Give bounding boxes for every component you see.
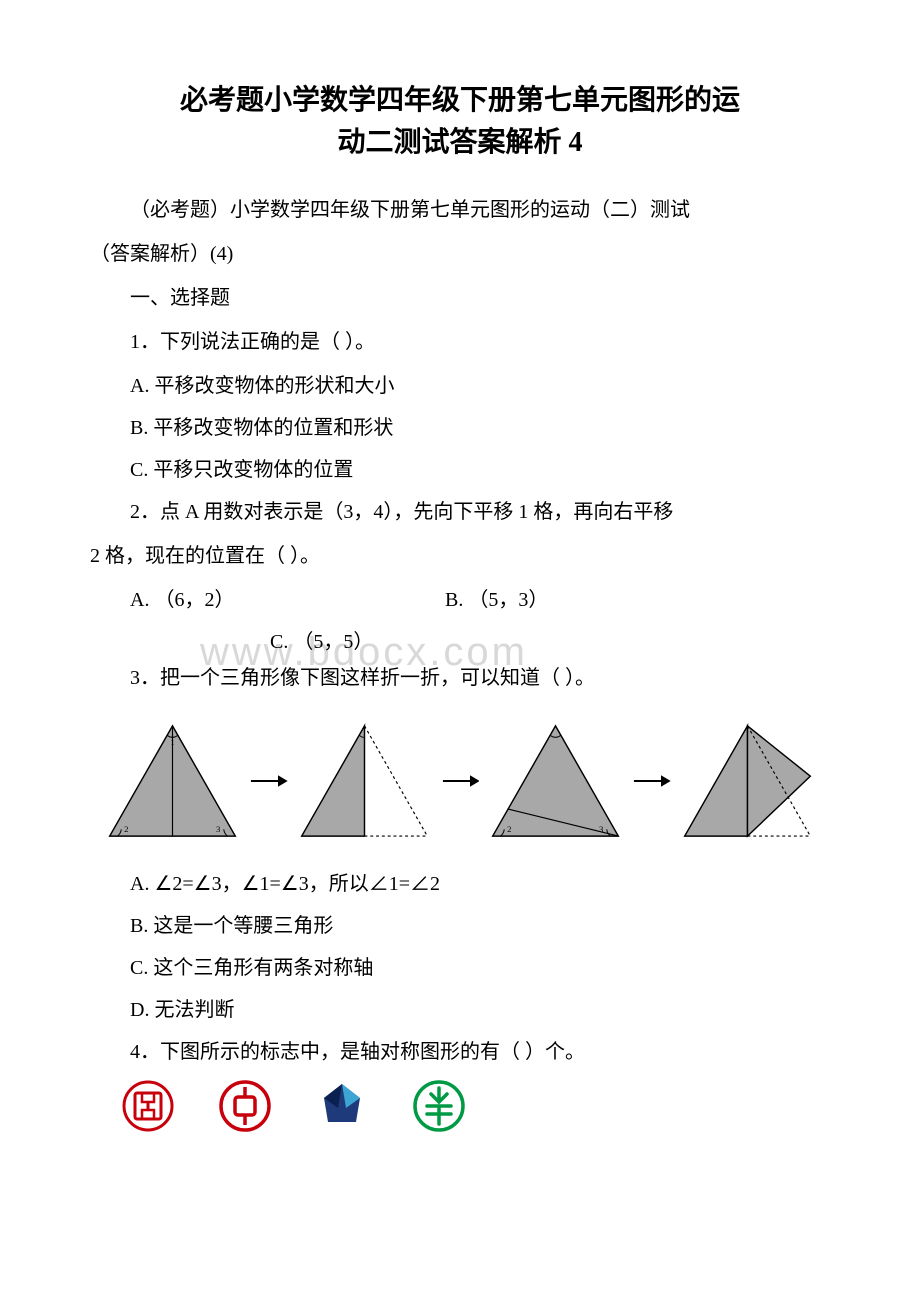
svg-text:2: 2 [124, 824, 128, 834]
ccb-logo-icon [316, 1080, 368, 1132]
arrow-icon-3 [632, 771, 671, 791]
q2-option-c: C. （5，5） [270, 624, 830, 660]
arrow-icon-2 [441, 771, 480, 791]
question-2-line-2: 2 格，现在的位置在（ ）。 [90, 538, 830, 574]
q2-option-a: A. （6，2） [130, 582, 440, 618]
q3-option-b: B. 这是一个等腰三角形 [130, 908, 830, 944]
triangle-1: 1 2 3 [100, 716, 245, 846]
intro-line-2: （答案解析）(4) [90, 243, 233, 265]
svg-text:2: 2 [508, 824, 512, 834]
svg-text:3: 3 [216, 824, 220, 834]
intro-para-2: （答案解析）(4) [90, 236, 830, 272]
q2-option-b: B. （5，3） [445, 582, 548, 618]
q2-options-row: A. （6，2） B. （5，3） [130, 582, 830, 618]
q3-option-c: C. 这个三角形有两条对称轴 [130, 950, 830, 986]
icbc-logo-icon [122, 1080, 174, 1132]
document-content: 必考题小学数学四年级下册第七单元图形的运 动二测试答案解析 4 （必考题）小学数… [90, 80, 830, 1132]
q1-option-b: B. 平移改变物体的位置和形状 [130, 410, 830, 446]
q3-option-d: D. 无法判断 [130, 992, 830, 1028]
question-4: 4．下图所示的标志中，是轴对称图形的有（ ）个。 [90, 1034, 830, 1070]
svg-text:1: 1 [170, 737, 174, 747]
abc-logo-icon [413, 1080, 465, 1132]
intro-line-1: （必考题）小学数学四年级下册第七单元图形的运动（二）测试 [130, 199, 690, 221]
arrow-icon-1 [249, 771, 288, 791]
bank-logos-row [122, 1080, 830, 1132]
question-1: 1．下列说法正确的是（ ）。 [90, 324, 830, 360]
title-line-1: 必考题小学数学四年级下册第七单元图形的运 [180, 85, 740, 116]
triangle-3: 2 3 [483, 716, 628, 846]
page-title: 必考题小学数学四年级下册第七单元图形的运 动二测试答案解析 4 [90, 80, 830, 164]
triangle-2 [292, 716, 437, 846]
boc-logo-icon [219, 1080, 271, 1132]
question-3: 3．把一个三角形像下图这样折一折，可以知道（ ）。 [90, 660, 830, 696]
q3-option-a: A. ∠2=∠3，∠1=∠3，所以∠1=∠2 [130, 866, 830, 902]
intro-para: （必考题）小学数学四年级下册第七单元图形的运动（二）测试 [90, 192, 830, 228]
title-line-2: 动二测试答案解析 4 [337, 127, 582, 158]
triangle-4 [675, 716, 820, 846]
section-heading: 一、选择题 [90, 280, 830, 316]
q1-option-c: C. 平移只改变物体的位置 [130, 452, 830, 488]
q1-option-a: A. 平移改变物体的形状和大小 [130, 368, 830, 404]
triangle-figure-row: 1 2 3 2 3 [90, 716, 830, 846]
question-2-line-1: 2．点 A 用数对表示是（3，4），先向下平移 1 格，再向右平移 [90, 494, 830, 530]
svg-text:3: 3 [599, 824, 603, 834]
